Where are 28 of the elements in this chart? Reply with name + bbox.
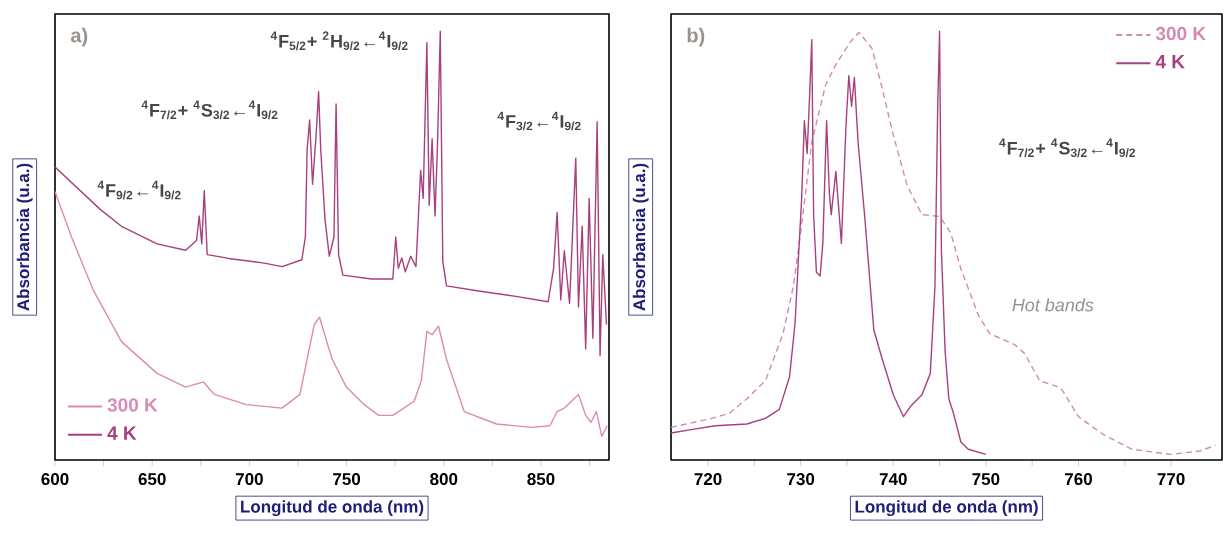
x-tick-label: 770 — [1157, 473, 1185, 486]
chart-title: b) — [687, 27, 705, 47]
chart-title: a) — [70, 27, 88, 47]
x-tick-label: 760 — [1065, 473, 1092, 486]
text: $^{4}$F$_{7/2}$+ $^{4}$S$_{3/2}$←$^{4}$I$_{9/2}$ — [999, 138, 1136, 158]
legend-label: 300 K — [107, 398, 158, 412]
legend-label: 300 K — [1155, 26, 1206, 41]
x-axis-title: Longitud de onda (nm) — [855, 500, 1038, 517]
x-axis-title: Longitud de onda (nm) — [241, 500, 424, 517]
y-axis-title: Absorbancia (u.a.) — [16, 163, 33, 311]
annotation: Hot bands — [1012, 298, 1094, 312]
x-tick-label: 750 — [333, 473, 361, 486]
legend-label: 4 K — [107, 426, 137, 440]
x-tick-label: 850 — [527, 473, 555, 486]
x-tick-label: 800 — [430, 473, 458, 486]
x-tick-label: 740 — [879, 473, 907, 486]
x-tick-label: 650 — [138, 473, 166, 486]
text: $^{4}$F$_{5/2}$+ $^{2}$H$_{9/2}$←$^{4}$I$_{9/2}$ — [270, 31, 408, 51]
x-tick-label: 720 — [694, 473, 722, 486]
y-axis-title: Absorbancia (u.a.) — [632, 163, 649, 311]
annotation: $^{4}$F$_{9/2}$←$^{4}$I$_{9/2}$ — [97, 180, 181, 200]
x-tick-label: 750 — [972, 473, 1000, 486]
x-tick-label: 600 — [41, 473, 69, 486]
text: $^{4}$F$_{7/2}$+ $^{4}$S$_{3/2}$←$^{4}$I$_{9/2}$ — [141, 100, 278, 120]
legend-label: 4 K — [1155, 55, 1185, 69]
x-tick-label: 700 — [235, 473, 263, 486]
x-tick-label: 730 — [787, 473, 815, 486]
annotation: $^{4}$F$_{3/2}$←$^{4}$I$_{9/2}$ — [497, 111, 581, 131]
